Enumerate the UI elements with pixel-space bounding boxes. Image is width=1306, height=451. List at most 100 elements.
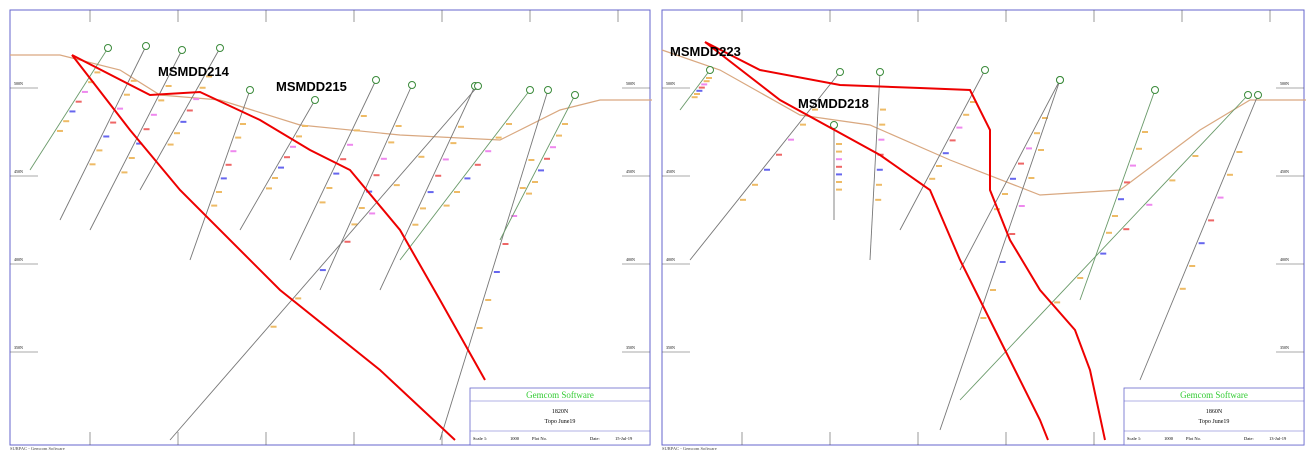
collar bbox=[372, 76, 380, 84]
assay-tick bbox=[193, 98, 200, 101]
elevation-label: 350N bbox=[1280, 345, 1289, 350]
assay-tick bbox=[395, 125, 402, 127]
assay-tick bbox=[812, 108, 818, 111]
assay-tick bbox=[1002, 193, 1008, 195]
elevation-label: 350N bbox=[14, 345, 23, 350]
assay-tick bbox=[698, 86, 705, 89]
elevation-label: 500N bbox=[14, 81, 23, 86]
ore-outline bbox=[704, 41, 1049, 441]
hole-label: MSMDD215 bbox=[276, 79, 347, 94]
assay-tick bbox=[88, 81, 95, 84]
drill-hole bbox=[679, 69, 711, 111]
assay-tick bbox=[562, 123, 568, 125]
company-name: Gemcom Software bbox=[1180, 390, 1248, 400]
assay-tick bbox=[81, 90, 88, 93]
assay-tick bbox=[836, 173, 842, 176]
assay-tick bbox=[550, 146, 556, 149]
assay-tick bbox=[186, 109, 193, 112]
assay-tick bbox=[458, 125, 464, 128]
collar bbox=[706, 66, 714, 74]
drill-hole bbox=[399, 89, 531, 261]
assay-tick bbox=[319, 201, 326, 204]
assay-tick bbox=[353, 129, 360, 132]
collar bbox=[830, 121, 838, 129]
assay-tick bbox=[511, 215, 518, 217]
date-value: 13-Jul-19 bbox=[1269, 436, 1287, 441]
assay-tick bbox=[836, 158, 842, 161]
assay-tick bbox=[764, 168, 770, 171]
assay-tick bbox=[319, 269, 326, 272]
assay-tick bbox=[519, 187, 526, 189]
collar bbox=[408, 81, 416, 89]
assay-tick bbox=[694, 93, 700, 95]
assay-tick bbox=[418, 155, 425, 158]
assay-tick bbox=[272, 177, 278, 179]
assay-tick bbox=[936, 165, 942, 167]
assay-tick bbox=[1042, 117, 1048, 119]
assay-tick bbox=[879, 123, 886, 126]
collar bbox=[571, 91, 579, 99]
assay-tick bbox=[220, 177, 227, 180]
topography bbox=[10, 54, 652, 141]
assay-tick bbox=[1189, 265, 1196, 267]
assay-tick bbox=[980, 317, 987, 319]
assay-tick bbox=[412, 223, 419, 226]
assay-tick bbox=[1010, 177, 1016, 180]
assay-tick bbox=[333, 172, 340, 175]
assay-tick bbox=[1028, 177, 1035, 179]
assay-tick bbox=[691, 96, 698, 99]
drill-hole bbox=[1079, 89, 1156, 301]
assay-tick bbox=[1123, 228, 1130, 231]
collar bbox=[836, 68, 844, 76]
assay-tick bbox=[69, 110, 76, 113]
assay-tick bbox=[89, 163, 96, 166]
assay-tick bbox=[158, 99, 165, 102]
assay-tick bbox=[740, 198, 746, 201]
drill-hole bbox=[59, 45, 147, 221]
collar bbox=[544, 86, 552, 94]
section-panel: 500N 500N 450N 450N 400N 400N 350N 350N MSMDD214… bbox=[9, 9, 652, 451]
assay-tick bbox=[128, 157, 135, 159]
assay-tick bbox=[1136, 147, 1142, 150]
assay-tick bbox=[485, 299, 492, 301]
assay-tick bbox=[443, 204, 450, 207]
assay-tick bbox=[1217, 196, 1224, 199]
assay-tick bbox=[230, 150, 237, 153]
collar bbox=[1151, 86, 1159, 94]
assay-tick bbox=[502, 243, 509, 245]
assay-tick bbox=[752, 183, 758, 186]
assay-tick bbox=[326, 187, 333, 189]
hole-label: MSMDD214 bbox=[158, 64, 230, 79]
assay-tick bbox=[836, 143, 842, 145]
assay-tick bbox=[703, 80, 710, 83]
ore-outline bbox=[704, 41, 1106, 441]
collar bbox=[216, 44, 224, 52]
assay-tick bbox=[360, 115, 367, 117]
assay-tick bbox=[1026, 147, 1032, 150]
assay-tick bbox=[393, 184, 400, 187]
assay-tick bbox=[476, 327, 483, 329]
assay-tick bbox=[970, 101, 976, 103]
assay-tick bbox=[75, 100, 82, 103]
assay-tick bbox=[526, 192, 532, 195]
scale-value: 1000 bbox=[510, 436, 520, 441]
assay-tick bbox=[167, 143, 174, 146]
elevation-label: 400N bbox=[626, 257, 635, 262]
assay-tick bbox=[495, 136, 502, 139]
assay-tick bbox=[474, 163, 481, 166]
collar bbox=[876, 68, 884, 76]
assay-tick bbox=[225, 163, 232, 166]
assay-tick bbox=[875, 198, 882, 201]
title-block bbox=[1123, 387, 1305, 446]
assay-tick bbox=[696, 89, 703, 92]
assay-tick bbox=[880, 108, 886, 111]
assay-tick bbox=[235, 136, 242, 139]
assay-tick bbox=[1018, 162, 1024, 165]
assay-tick bbox=[344, 240, 351, 243]
assay-tick bbox=[493, 271, 500, 273]
drill-hole bbox=[239, 99, 316, 231]
assay-tick bbox=[1034, 132, 1040, 135]
assay-tick bbox=[380, 157, 387, 160]
assay-tick bbox=[1130, 164, 1136, 167]
hole-label: MSMDD223 bbox=[670, 44, 741, 59]
